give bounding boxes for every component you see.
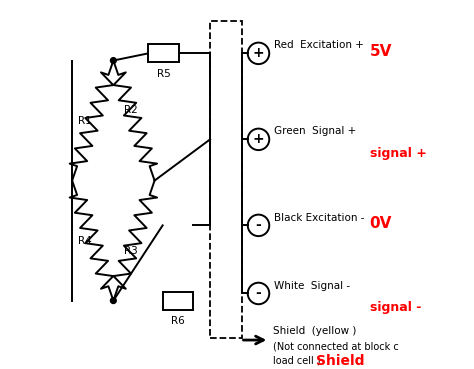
- Text: R4: R4: [78, 235, 91, 246]
- Text: signal -: signal -: [370, 301, 421, 314]
- Text: R5: R5: [157, 69, 171, 79]
- Bar: [148, 44, 179, 62]
- Text: R3: R3: [124, 246, 137, 256]
- Bar: [210, 21, 242, 338]
- Text: load cell ): load cell ): [273, 356, 320, 366]
- Bar: [163, 292, 193, 310]
- Text: signal +: signal +: [370, 147, 427, 160]
- Circle shape: [110, 58, 116, 63]
- Text: +: +: [253, 46, 264, 61]
- Text: Green  Signal +: Green Signal +: [273, 127, 356, 137]
- Circle shape: [110, 298, 116, 303]
- Text: Shield  (yellow ): Shield (yellow ): [273, 326, 356, 336]
- Text: Shield: Shield: [316, 354, 365, 368]
- Text: R6: R6: [171, 316, 185, 326]
- Text: 5V: 5V: [370, 44, 392, 59]
- Text: -: -: [255, 286, 261, 300]
- Text: Black Excitation -: Black Excitation -: [273, 213, 364, 223]
- Text: (Not connected at block c: (Not connected at block c: [273, 341, 399, 352]
- Text: Red  Excitation +: Red Excitation +: [273, 41, 364, 51]
- Text: +: +: [253, 132, 264, 146]
- Text: R2: R2: [124, 105, 137, 115]
- Text: -: -: [255, 218, 261, 232]
- Text: 0V: 0V: [370, 216, 392, 231]
- Text: R1: R1: [78, 115, 91, 125]
- Text: White  Signal -: White Signal -: [273, 280, 350, 291]
